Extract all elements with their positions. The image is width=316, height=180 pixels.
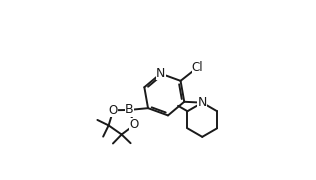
Text: O: O: [109, 104, 118, 117]
Text: N: N: [198, 96, 207, 109]
Text: Cl: Cl: [192, 61, 204, 74]
Text: N: N: [156, 67, 165, 80]
Text: O: O: [130, 118, 139, 131]
Text: B: B: [125, 103, 133, 116]
